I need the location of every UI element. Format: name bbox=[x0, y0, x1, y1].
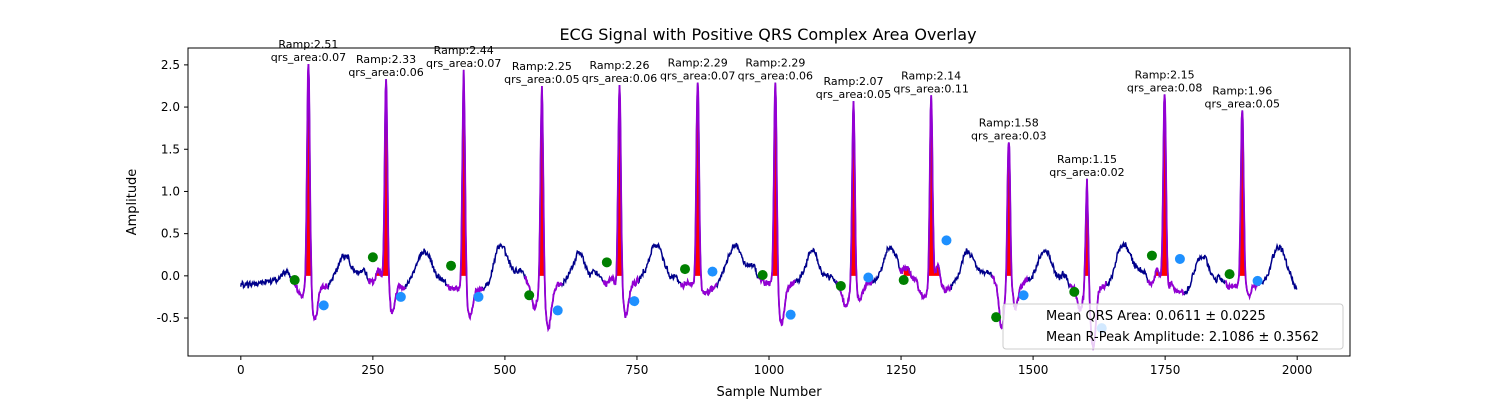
qrs-segment-12 bbox=[1146, 94, 1185, 297]
r-amplitude-annotation-1: Ramp:2.51 bbox=[278, 38, 338, 51]
r-amplitude-annotation-5: Ramp:2.26 bbox=[590, 59, 650, 72]
x-tick-label: 1750 bbox=[1150, 363, 1181, 377]
qrs-area-annotation-5: qrs_area:0.06 bbox=[582, 72, 657, 85]
qrs-segment-2 bbox=[367, 79, 406, 315]
y-tick-label: 1.0 bbox=[161, 184, 180, 198]
s-point-marker-4 bbox=[552, 305, 563, 316]
r-amplitude-annotation-9: Ramp:2.14 bbox=[901, 69, 961, 82]
x-axis-label: Sample Number bbox=[716, 385, 822, 400]
s-point-marker-2 bbox=[395, 291, 406, 302]
r-amplitude-annotation-6: Ramp:2.29 bbox=[668, 57, 728, 70]
qrs-segment-7 bbox=[757, 82, 796, 327]
x-tick-label: 750 bbox=[626, 363, 649, 377]
qrs-area-annotation-7: qrs_area:0.06 bbox=[738, 70, 813, 83]
q-point-marker-12 bbox=[1146, 250, 1157, 261]
x-tick-label: 1250 bbox=[886, 363, 917, 377]
qrs-area-annotation-6: qrs_area:0.07 bbox=[660, 70, 735, 83]
y-tick-label: 0.5 bbox=[161, 227, 180, 241]
x-tick-label: 0 bbox=[237, 363, 245, 377]
qrs-segment-8 bbox=[835, 101, 874, 308]
x-tick-label: 1000 bbox=[754, 363, 785, 377]
s-point-marker-5 bbox=[629, 296, 640, 307]
y-tick-label: 0.0 bbox=[161, 269, 180, 283]
x-tick-label: 500 bbox=[493, 363, 516, 377]
s-point-marker-8 bbox=[863, 272, 874, 283]
x-axis: 0 250 500 750 1000 1250 1500 1750 2000 bbox=[237, 356, 1312, 377]
s-point-marker-6 bbox=[707, 266, 718, 277]
r-amplitude-annotation-8: Ramp:2.07 bbox=[823, 75, 883, 88]
s-point-marker-12 bbox=[1174, 253, 1185, 264]
y-tick-label: -0.5 bbox=[157, 311, 180, 325]
x-tick-label: 250 bbox=[361, 363, 384, 377]
s-point-marker-13 bbox=[1252, 275, 1263, 286]
y-axis-label: Amplitude bbox=[125, 169, 140, 236]
qrs-area-annotation-4: qrs_area:0.05 bbox=[504, 73, 579, 86]
r-amplitude-annotation-2: Ramp:2.33 bbox=[356, 53, 416, 66]
q-point-marker-7 bbox=[757, 269, 768, 280]
q-point-marker-2 bbox=[367, 252, 378, 263]
qrs-area-annotation-13: qrs_area:0.05 bbox=[1205, 97, 1280, 110]
qrs-segment-3 bbox=[445, 69, 484, 321]
s-point-marker-7 bbox=[785, 309, 796, 320]
r-amplitude-annotation-12: Ramp:2.15 bbox=[1135, 68, 1195, 81]
q-point-marker-8 bbox=[835, 280, 846, 291]
qrs-segment-9 bbox=[898, 95, 952, 301]
legend-entry-mean-qrs-area: Mean QRS Area: 0.0611 ± 0.0225 bbox=[1046, 309, 1266, 324]
q-point-marker-9 bbox=[898, 275, 909, 286]
qrs-segment-6 bbox=[679, 82, 718, 297]
legend: Mean QRS Area: 0.0611 ± 0.0225 Mean R-Pe… bbox=[1002, 303, 1344, 350]
q-point-marker-5 bbox=[601, 257, 612, 268]
x-tick-label: 2000 bbox=[1282, 363, 1313, 377]
x-tick-label: 1500 bbox=[1018, 363, 1049, 377]
qrs-area-annotation-9: qrs_area:0.11 bbox=[893, 82, 968, 95]
s-point-marker-10 bbox=[1018, 290, 1029, 301]
s-point-marker-1 bbox=[318, 300, 329, 311]
qrs-segment-13 bbox=[1224, 110, 1263, 301]
q-point-marker-13 bbox=[1224, 269, 1235, 280]
qrs-area-annotation-1: qrs_area:0.07 bbox=[271, 51, 346, 64]
r-amplitude-annotation-4: Ramp:2.25 bbox=[512, 60, 572, 73]
q-point-marker-6 bbox=[680, 264, 691, 275]
q-point-marker-4 bbox=[524, 290, 535, 301]
y-axis: -0.5 0.0 0.5 1.0 1.5 2.0 2.5 bbox=[157, 58, 188, 325]
qrs-segment-5 bbox=[601, 85, 640, 319]
qrs-segment-10 bbox=[991, 142, 1029, 331]
qrs-segment-1 bbox=[289, 63, 329, 322]
qrs-area-annotation-2: qrs_area:0.06 bbox=[348, 66, 423, 79]
qrs-area-annotation-12: qrs_area:0.08 bbox=[1127, 81, 1202, 94]
q-point-marker-3 bbox=[446, 260, 457, 271]
y-tick-label: 2.5 bbox=[161, 58, 180, 72]
r-amplitude-annotation-11: Ramp:1.15 bbox=[1057, 153, 1117, 166]
s-point-marker-9 bbox=[941, 235, 952, 246]
r-amplitude-annotation-7: Ramp:2.29 bbox=[745, 57, 805, 70]
legend-entry-mean-r-peak-amplitude: Mean R-Peak Amplitude: 2.1086 ± 0.3562 bbox=[1046, 330, 1319, 345]
y-tick-label: 2.0 bbox=[161, 100, 180, 114]
qrs-area-annotation-11: qrs_area:0.02 bbox=[1049, 166, 1124, 179]
q-point-marker-10 bbox=[991, 312, 1002, 323]
r-amplitude-annotation-13: Ramp:1.96 bbox=[1212, 84, 1272, 97]
y-tick-label: 1.5 bbox=[161, 142, 180, 156]
s-point-marker-3 bbox=[473, 291, 484, 302]
legend-box bbox=[1002, 303, 1344, 350]
q-point-marker-1 bbox=[289, 275, 300, 286]
qrs-area-annotation-10: qrs_area:0.03 bbox=[971, 130, 1046, 143]
chart-title: ECG Signal with Positive QRS Complex Are… bbox=[559, 25, 976, 44]
r-amplitude-annotation-10: Ramp:1.58 bbox=[979, 117, 1039, 130]
r-amplitude-annotation-3: Ramp:2.44 bbox=[434, 44, 494, 57]
q-point-marker-11 bbox=[1069, 286, 1080, 297]
qrs-area-annotation-8: qrs_area:0.05 bbox=[816, 88, 891, 101]
qrs-area-annotation-3: qrs_area:0.07 bbox=[426, 57, 501, 70]
